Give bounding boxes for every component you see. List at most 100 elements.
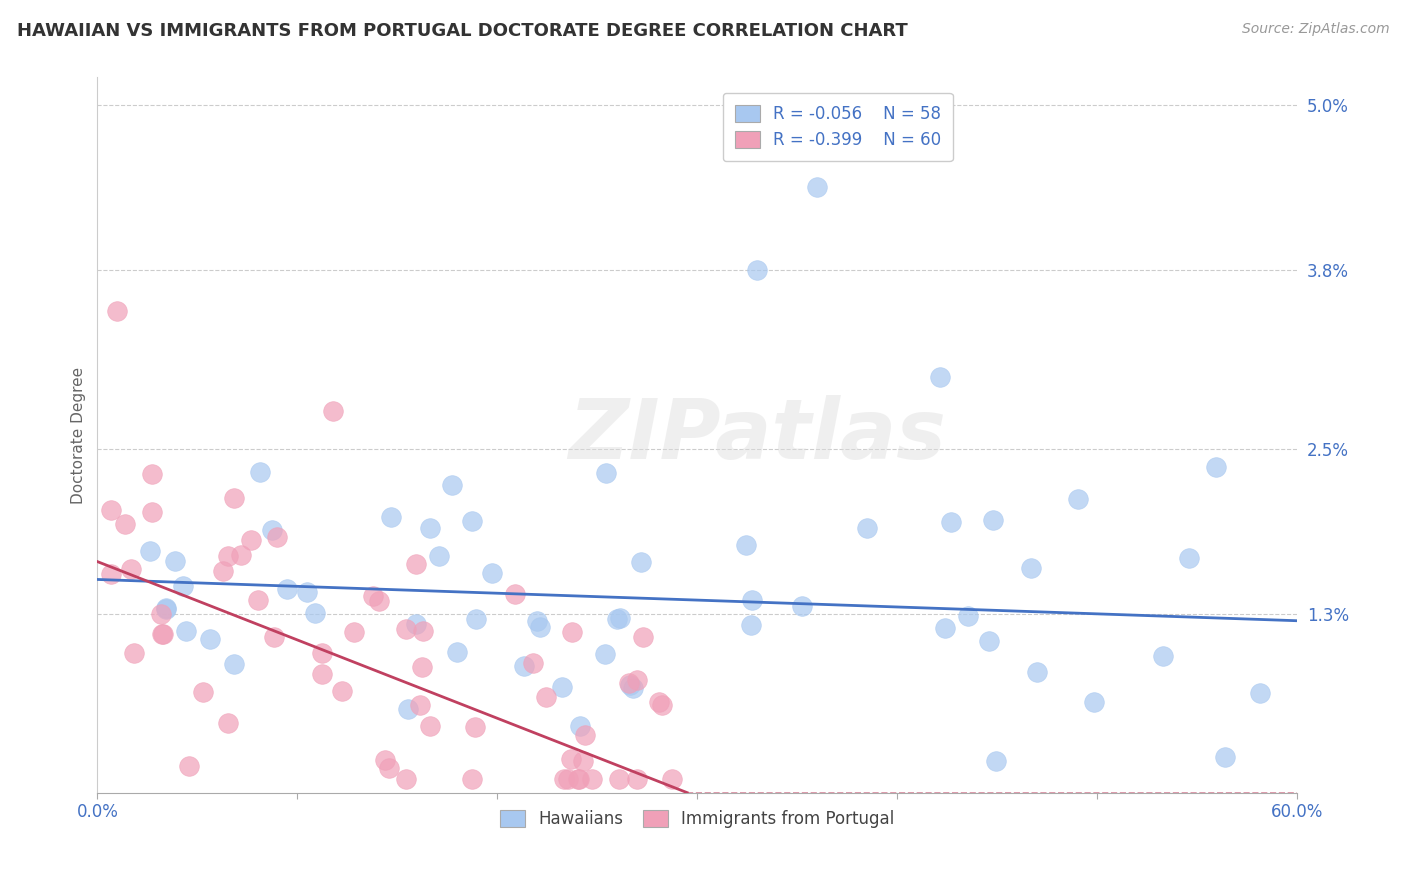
Point [322,403,344,417]
Point [617,676,640,690]
Point [172,579,194,593]
Point [1249,686,1271,700]
Point [956,608,979,623]
Point [224,657,246,671]
Point [405,558,427,572]
Point [977,634,1000,648]
Point [461,772,484,786]
Point [595,647,617,661]
Point [155,602,177,616]
Point [572,754,595,768]
Point [928,370,950,384]
Point [179,759,201,773]
Point [529,620,551,634]
Point [1025,665,1047,680]
Point [419,521,441,535]
Point [217,715,239,730]
Point [734,538,756,552]
Point [856,521,879,535]
Point [1067,491,1090,506]
Point [551,680,574,694]
Point [595,466,617,480]
Point [231,548,253,562]
Point [806,180,828,194]
Point [1152,649,1174,664]
Point [661,772,683,786]
Point [648,695,671,709]
Point [120,562,142,576]
Point [1205,460,1227,475]
Point [631,630,654,644]
Point [311,666,333,681]
Text: ZIPatlas: ZIPatlas [568,394,946,475]
Point [222,491,245,505]
Point [139,544,162,558]
Point [249,465,271,479]
Point [513,659,536,673]
Point [263,630,285,644]
Point [522,656,544,670]
Point [409,698,432,713]
Point [395,772,418,786]
Point [200,632,222,646]
Point [581,772,603,786]
Point [651,698,673,712]
Point [986,754,1008,768]
Point [311,646,333,660]
Point [122,646,145,660]
Point [626,673,648,687]
Point [141,505,163,519]
Point [461,514,484,528]
Point [149,607,172,621]
Point [191,685,214,699]
Point [405,617,427,632]
Point [534,690,557,705]
Point [368,594,391,608]
Point [481,566,503,580]
Point [441,477,464,491]
Point [304,607,326,621]
Point [934,621,956,635]
Point [374,753,396,767]
Point [567,772,589,786]
Point [630,555,652,569]
Point [152,626,174,640]
Point [266,530,288,544]
Point [1178,551,1201,566]
Point [260,524,283,538]
Point [330,684,353,698]
Point [395,623,418,637]
Point [561,625,583,640]
Point [240,533,263,547]
Point [412,624,434,639]
Point [464,612,486,626]
Point [361,589,384,603]
Point [606,611,628,625]
Point [939,515,962,529]
Point [568,719,591,733]
Text: Source: ZipAtlas.com: Source: ZipAtlas.com [1241,22,1389,37]
Point [609,772,631,786]
Point [621,681,644,695]
Point [553,772,575,786]
Point [155,601,177,615]
Point [396,702,419,716]
Point [114,516,136,531]
Point [1083,696,1105,710]
Point [141,467,163,481]
Point [619,678,641,692]
Point [1213,749,1236,764]
Point [212,564,235,578]
Point [526,614,548,628]
Point [163,554,186,568]
Point [427,549,450,563]
Point [380,509,402,524]
Point [100,566,122,581]
Point [790,599,813,613]
Point [411,659,433,673]
Point [740,618,762,632]
Point [105,304,128,318]
Point [276,582,298,596]
Point [1021,561,1043,575]
Text: HAWAIIAN VS IMMIGRANTS FROM PORTUGAL DOCTORATE DEGREE CORRELATION CHART: HAWAIIAN VS IMMIGRANTS FROM PORTUGAL DOC… [17,22,908,40]
